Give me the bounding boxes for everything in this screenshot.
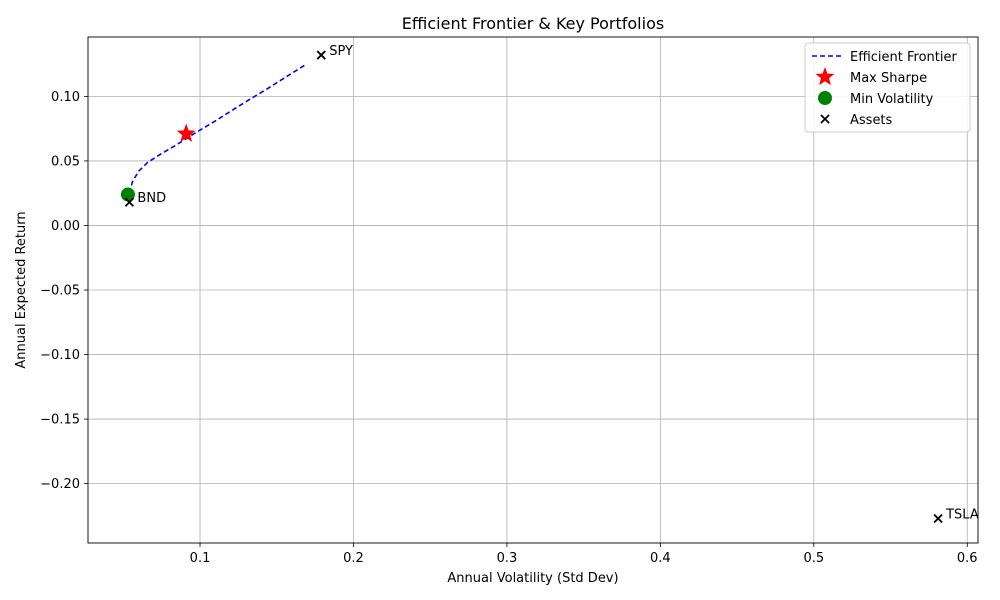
asset-label-bnd: BND — [137, 191, 166, 206]
legend-max-sharpe-label: Max Sharpe — [850, 71, 927, 86]
asset-marker-stroke — [316, 50, 326, 60]
asset-marker-tsla — [933, 513, 943, 524]
x-tick-label: 0.2 — [343, 551, 364, 566]
axes: 0.1 0.2 0.3 0.4 0.5 0.6 −0.20 −0.15 −0.10 −0.05 0.… — [40, 90, 977, 566]
legend: Efficient Frontier Max Sharpe Min Volati… — [804, 42, 971, 133]
plot-series: SPY BND TSLA — [120, 44, 979, 524]
y-tick-label: −0.15 — [40, 413, 80, 428]
asset-label-spy: SPY — [329, 44, 353, 59]
y-tick-label: −0.05 — [40, 284, 80, 299]
min-volatility-marker — [120, 187, 135, 202]
y-tick-label: −0.20 — [40, 477, 80, 492]
x-tick-label: 0.1 — [190, 551, 211, 566]
legend-assets-label: Assets — [850, 113, 893, 128]
efficient-frontier-line — [128, 64, 305, 194]
x-tick-label: 0.4 — [650, 551, 671, 566]
chart-title: Efficient Frontier & Key Portfolios — [402, 14, 664, 33]
asset-marker-spy — [316, 50, 326, 60]
y-tick-label: 0.05 — [51, 154, 80, 169]
y-tick-label: 0.10 — [51, 90, 80, 105]
grid — [88, 37, 978, 543]
legend-max-sharpe-star — [815, 67, 835, 86]
asset-label-tsla: TSLA — [945, 507, 979, 522]
max-sharpe-marker — [176, 123, 196, 142]
x-tick-label: 0.6 — [957, 551, 978, 566]
y-tick-label: −0.10 — [40, 348, 80, 363]
legend-box — [804, 42, 971, 133]
asset-marker-bnd — [124, 197, 135, 207]
legend-assets-x-marker — [820, 114, 830, 124]
y-tick-label: 0.00 — [51, 219, 80, 234]
x-tick-label: 0.3 — [497, 551, 518, 566]
asset-marker-stroke — [933, 513, 943, 524]
x-axis-label: Annual Volatility (Std Dev) — [447, 571, 618, 586]
y-axis-label: Annual Expected Return — [14, 211, 29, 368]
legend-frontier-label: Efficient Frontier — [850, 50, 957, 65]
asset-marker-stroke — [124, 197, 135, 207]
legend-min-volatility-label: Min Volatility — [850, 92, 934, 107]
legend-min-volatility-dot — [818, 91, 832, 105]
x-tick-label: 0.5 — [803, 551, 824, 566]
